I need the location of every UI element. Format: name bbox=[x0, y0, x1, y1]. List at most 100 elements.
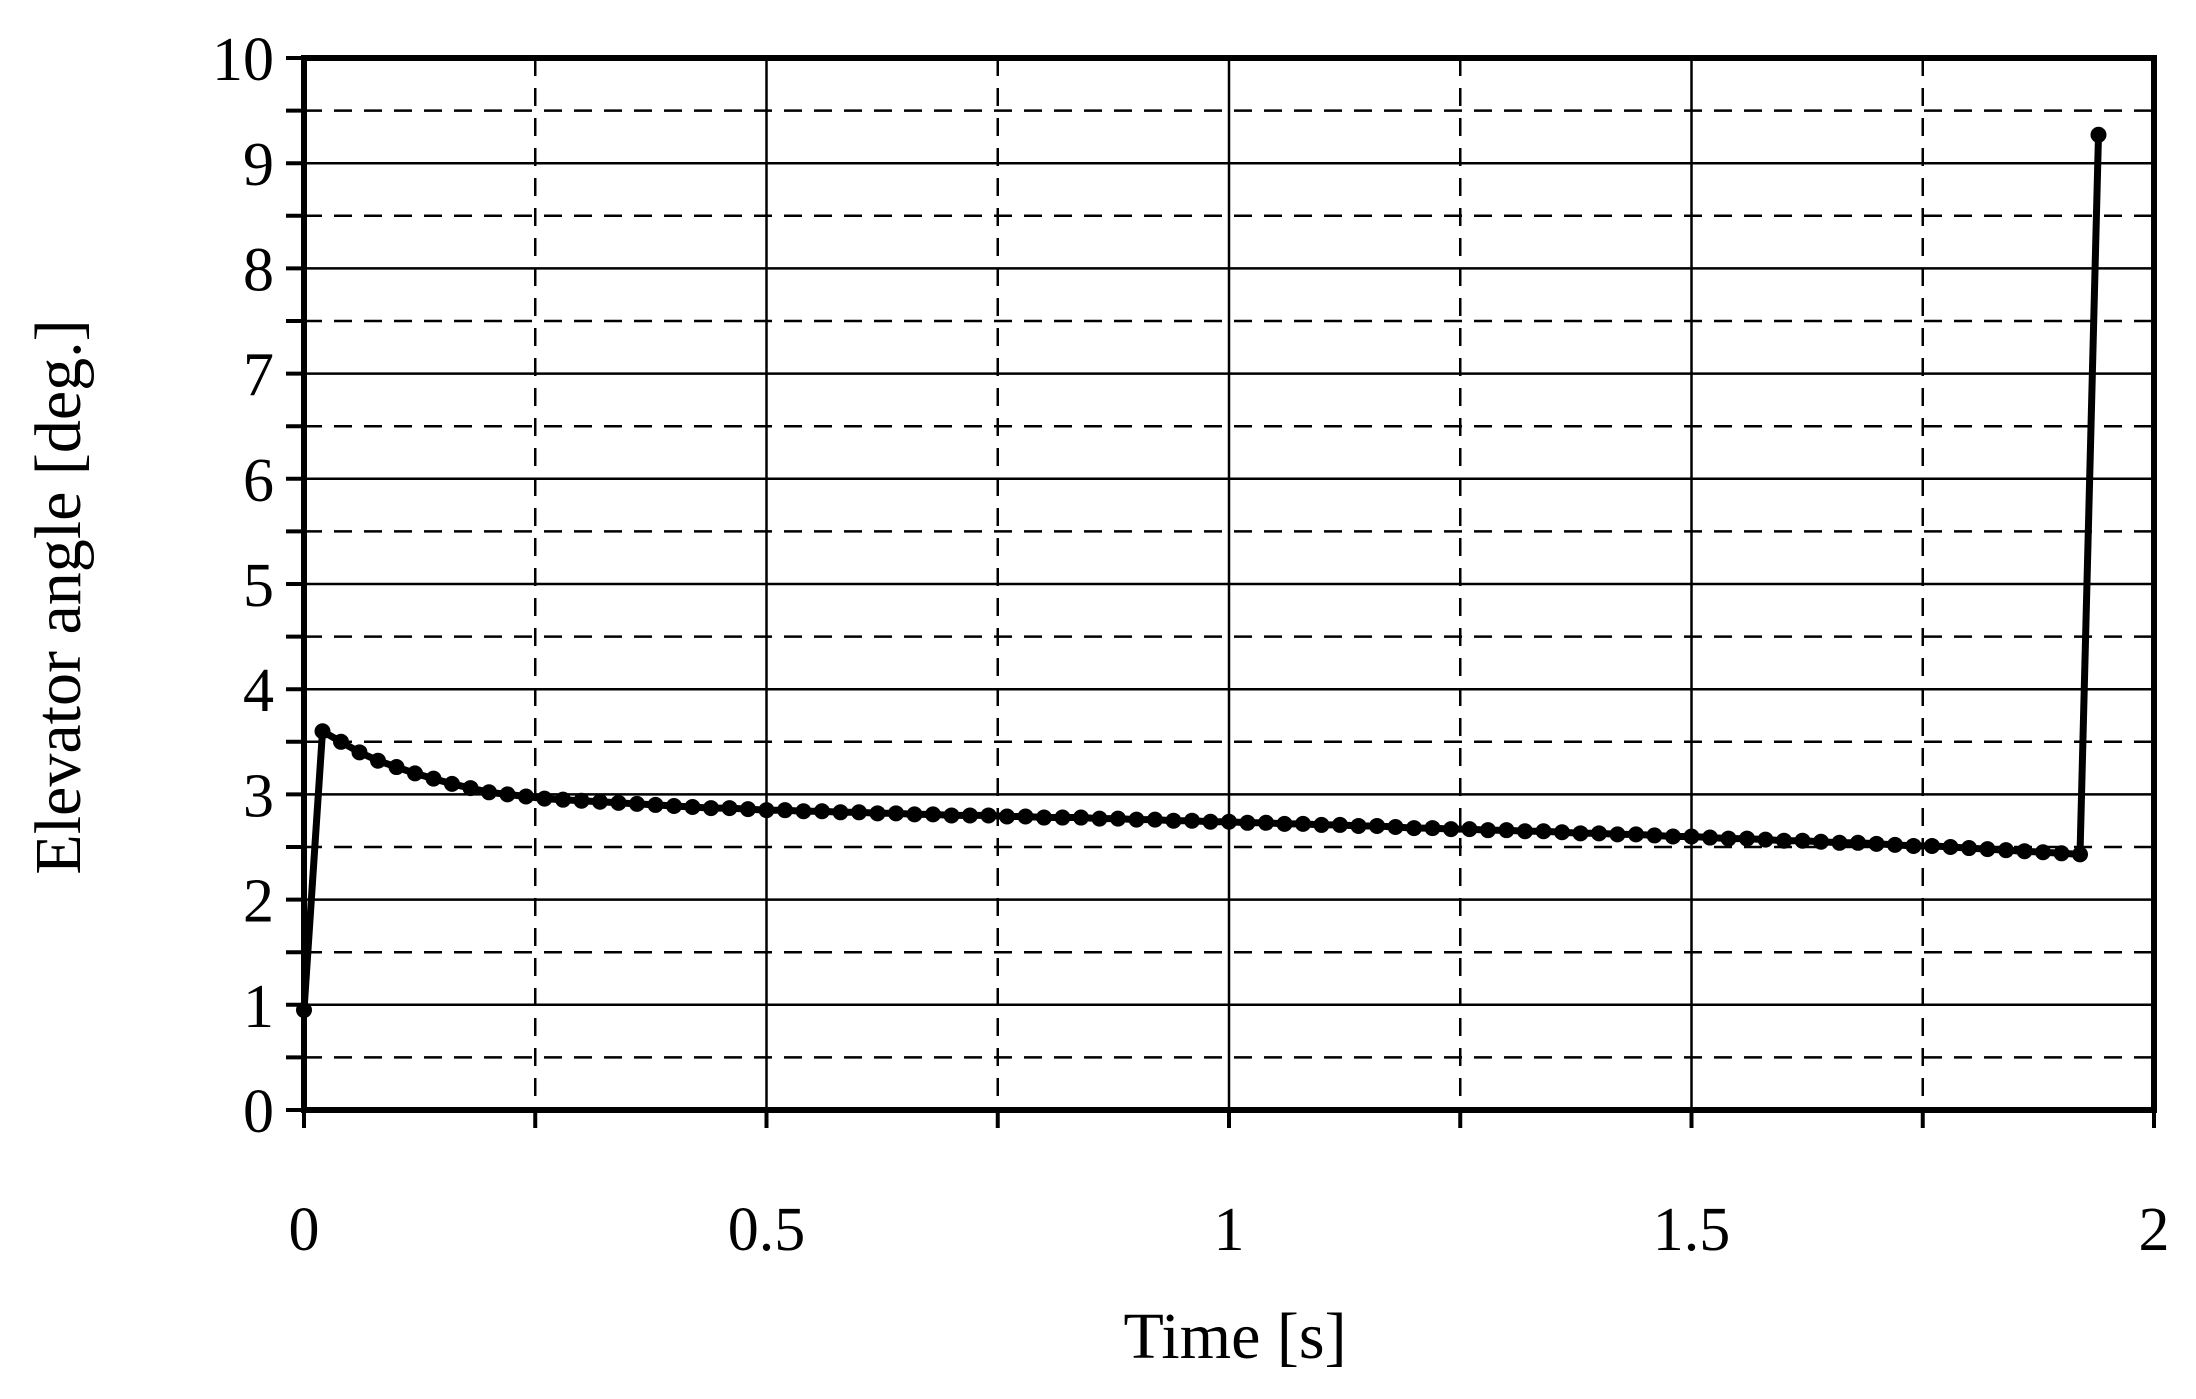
data-point bbox=[1702, 829, 1718, 846]
data-point bbox=[703, 800, 719, 817]
data-point bbox=[592, 793, 608, 810]
data-point bbox=[2090, 126, 2107, 143]
data-point bbox=[351, 744, 368, 761]
data-point bbox=[1961, 840, 1977, 857]
data-point bbox=[1850, 834, 1866, 851]
data-point bbox=[1332, 816, 1348, 833]
data-point bbox=[1683, 828, 1700, 845]
data-point bbox=[869, 805, 886, 822]
data-point bbox=[407, 765, 423, 782]
x-tick-label: 0 bbox=[289, 1196, 320, 1264]
data-point bbox=[629, 795, 645, 812]
data-point bbox=[555, 791, 571, 808]
data-point bbox=[2035, 844, 2051, 861]
data-point bbox=[2016, 843, 2033, 860]
data-point bbox=[1073, 809, 1089, 826]
data-point bbox=[1498, 822, 1515, 839]
data-point bbox=[943, 807, 960, 824]
y-tick-label: 5 bbox=[243, 552, 274, 620]
data-point bbox=[444, 775, 460, 792]
y-tick-label: 10 bbox=[212, 26, 274, 94]
data-point bbox=[573, 792, 590, 809]
data-point bbox=[536, 790, 553, 807]
data-point bbox=[1776, 832, 1792, 849]
data-point bbox=[1554, 824, 1570, 841]
y-tick-label: 6 bbox=[243, 447, 274, 515]
axes-frame bbox=[286, 55, 2157, 1128]
data-point bbox=[388, 759, 405, 776]
data-point bbox=[314, 723, 331, 740]
y-tick-label: 9 bbox=[243, 131, 274, 199]
y-tick-label: 4 bbox=[243, 657, 274, 725]
data-point bbox=[925, 806, 941, 823]
series-line bbox=[300, 134, 2102, 1011]
data-point bbox=[1406, 820, 1422, 837]
data-point bbox=[758, 802, 775, 819]
data-point bbox=[647, 796, 664, 813]
data-point bbox=[1202, 813, 1219, 830]
x-tick-label: 1.5 bbox=[1653, 1196, 1731, 1264]
data-point bbox=[1369, 817, 1385, 834]
x-tick-label: 2 bbox=[2139, 1196, 2170, 1264]
data-point bbox=[1609, 826, 1626, 843]
data-point bbox=[1628, 826, 1644, 843]
data-point bbox=[425, 770, 442, 787]
x-tick-label: 0.5 bbox=[728, 1196, 806, 1264]
data-point bbox=[1091, 810, 1108, 827]
data-point bbox=[518, 788, 534, 805]
data-point bbox=[1868, 835, 1885, 852]
data-point bbox=[1054, 809, 1071, 826]
data-point bbox=[1665, 828, 1681, 845]
data-point bbox=[1184, 812, 1200, 829]
data-point bbox=[980, 807, 997, 824]
data-point bbox=[684, 799, 701, 816]
data-point bbox=[999, 808, 1015, 825]
data-point bbox=[1924, 837, 1940, 854]
data-point bbox=[370, 752, 386, 769]
data-point bbox=[962, 807, 978, 824]
x-axis-title: Time [s] bbox=[1123, 1300, 1346, 1373]
series-layer bbox=[296, 126, 2107, 1019]
data-point bbox=[333, 733, 349, 750]
data-point bbox=[1572, 825, 1589, 842]
data-point bbox=[1535, 823, 1552, 840]
data-point bbox=[1517, 823, 1533, 840]
grid-lines bbox=[302, 56, 2156, 1112]
data-point bbox=[906, 806, 923, 823]
data-point bbox=[740, 801, 756, 818]
data-point bbox=[1313, 816, 1330, 833]
data-point bbox=[795, 803, 812, 820]
data-point bbox=[1942, 839, 1959, 855]
data-point bbox=[1739, 830, 1755, 847]
data-point bbox=[851, 804, 867, 821]
data-point bbox=[1276, 815, 1293, 832]
data-point bbox=[1831, 834, 1848, 851]
data-point bbox=[481, 784, 497, 801]
data-point bbox=[1979, 841, 1996, 858]
data-point bbox=[1147, 811, 1163, 828]
data-point bbox=[1110, 810, 1126, 827]
y-tick-label: 1 bbox=[243, 973, 274, 1041]
y-axis-title: Elevator angle [deg.] bbox=[22, 319, 95, 874]
data-point bbox=[1350, 817, 1367, 834]
data-point bbox=[1443, 821, 1459, 838]
data-point bbox=[1221, 813, 1237, 830]
data-point bbox=[777, 802, 793, 819]
data-point bbox=[832, 804, 849, 821]
data-point bbox=[610, 794, 627, 811]
data-point bbox=[1480, 822, 1496, 839]
data-point bbox=[1905, 837, 1922, 854]
data-point bbox=[1887, 836, 1903, 853]
data-point bbox=[1813, 833, 1829, 850]
data-point bbox=[1646, 827, 1663, 844]
x-tick-label: 1 bbox=[1214, 1196, 1245, 1264]
y-tick-label: 7 bbox=[243, 342, 274, 410]
data-point bbox=[1165, 812, 1182, 829]
data-point bbox=[1036, 809, 1052, 826]
data-point bbox=[2072, 846, 2088, 863]
data-point bbox=[1720, 830, 1737, 847]
y-tick-label: 2 bbox=[243, 868, 274, 936]
data-point bbox=[499, 786, 516, 803]
